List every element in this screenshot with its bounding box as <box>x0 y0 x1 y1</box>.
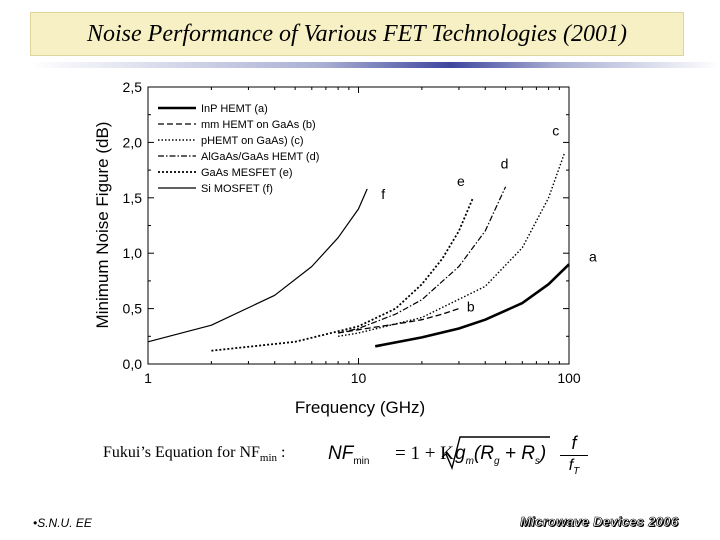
y-tick-label: 1,0 <box>123 245 143 261</box>
series-end-label-f: f <box>381 186 385 202</box>
series-line-b <box>337 307 460 334</box>
equation-label-suffix: : <box>277 444 286 461</box>
legend-label-a: InP HEMT (a) <box>201 103 268 115</box>
legend-label-f: Si MOSFET (f) <box>201 183 273 195</box>
fukui-equation: NFmin = 1 + K gm(Rg + Rs) f fT <box>328 431 598 477</box>
radicand-close: ) <box>539 443 547 464</box>
y-tick-label: 2,0 <box>123 134 143 150</box>
radicand-r2-sub: s <box>534 455 540 467</box>
footer-institution: •S.N.U. EE <box>33 516 92 530</box>
radicand-g-sub: m <box>465 455 474 467</box>
equation-lhs: NFmin <box>328 443 369 467</box>
equation-radicand: gm(Rg + Rs) <box>455 443 546 467</box>
series-end-label-d: d <box>501 156 509 172</box>
legend: InP HEMT (a) mm HEMT on GaAs (b) pHEMT on … <box>158 103 319 195</box>
x-axis-label: Frequency (GHz) <box>295 398 425 417</box>
series-end-label-e: e <box>457 173 465 189</box>
series-lines: a b c d e f <box>147 122 597 352</box>
series-end-label-a: a <box>589 248 597 264</box>
legend-label-b: mm HEMT on GaAs (b) <box>201 119 316 131</box>
tick-labels: 0,0 0,5 1,0 1,5 2,0 2,5 1 10 100 <box>123 79 581 386</box>
radicand-plus: + R <box>499 443 535 464</box>
footer-course: Microwave Devices 2006 <box>520 514 679 530</box>
equation-mid: = 1 + K <box>395 443 454 464</box>
equation-fraction: f fT <box>560 433 588 477</box>
slide-title: Noise Performance of Various FET Technol… <box>87 21 627 47</box>
series-line-f <box>147 188 368 343</box>
radicand-open: (R <box>473 443 494 464</box>
x-tick-label: 100 <box>557 370 581 386</box>
radicand-g: g <box>455 443 466 464</box>
legend-label-d: AlGaAs/GaAs HEMT (d) <box>201 151 319 163</box>
title-rule-right <box>450 62 720 68</box>
axis-ticks <box>147 86 570 365</box>
y-axis-label: Minimum Noise Figure (dB) <box>93 122 112 329</box>
x-tick-label: 10 <box>351 370 367 386</box>
equation-label-prefix: Fukui’s Equation for NF <box>103 444 260 461</box>
series-line-a <box>374 263 570 348</box>
fraction-den-sub: T <box>573 466 580 478</box>
legend-label-e: GaAs MESFET (e) <box>201 167 292 179</box>
equation-lhs-main: NF <box>328 443 354 464</box>
equation-lhs-sub: min <box>353 455 370 467</box>
title-bar: Noise Performance of Various FET Technol… <box>30 12 684 56</box>
equation-label-sub: min <box>259 452 278 465</box>
fraction-bar <box>560 455 588 456</box>
radical-sign <box>441 436 550 471</box>
y-tick-label: 1,5 <box>123 190 143 206</box>
series-line-c <box>337 153 565 337</box>
radicand-r1-sub: g <box>493 455 500 467</box>
y-tick-label: 0,0 <box>123 356 143 372</box>
legend-label-c: pHEMT on GaAs) (c) <box>201 135 304 147</box>
y-tick-label: 2,5 <box>123 79 143 95</box>
series-line-e <box>211 197 474 352</box>
fraction-den-main: f <box>568 457 574 474</box>
fraction-denominator: fT <box>560 457 588 477</box>
x-tick-label: 1 <box>144 370 152 386</box>
title-rule-left <box>30 62 450 68</box>
series-end-label-c: c <box>552 122 559 138</box>
y-tick-label: 0,5 <box>123 301 143 317</box>
series-end-label-b: b <box>467 299 475 315</box>
equation-label: Fukui’s Equation for NFmin : <box>103 444 285 464</box>
fraction-numerator: f <box>571 433 577 453</box>
series-line-d <box>337 186 507 334</box>
